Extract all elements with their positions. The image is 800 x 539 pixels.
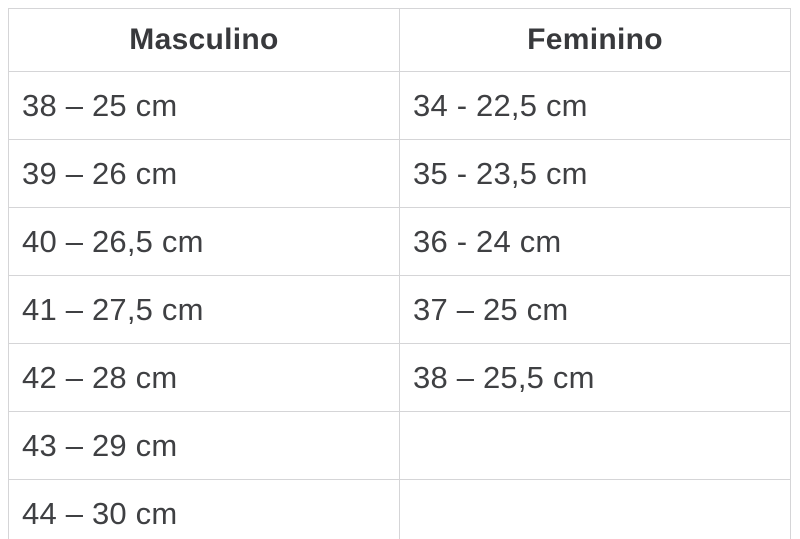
size-cell-masculino-38: 38 – 25 cm bbox=[8, 71, 400, 140]
size-cell-masculino-41: 41 – 27,5 cm bbox=[8, 275, 400, 344]
size-cell-masculino-43: 43 – 29 cm bbox=[8, 411, 400, 480]
size-cell-empty bbox=[399, 479, 791, 539]
header-row: Masculino Feminino bbox=[8, 8, 791, 72]
size-cell-masculino-42: 42 – 28 cm bbox=[8, 343, 400, 412]
table-row: 44 – 30 cm bbox=[8, 479, 791, 539]
table-header-row: Masculino Feminino bbox=[8, 8, 791, 72]
table-row: 43 – 29 cm bbox=[8, 411, 791, 480]
shoe-size-conversion-table: Masculino Feminino 38 – 25 cm 34 - 22,5 … bbox=[8, 8, 791, 539]
column-header-feminino: Feminino bbox=[399, 8, 791, 72]
table-row: 42 – 28 cm 38 – 25,5 cm bbox=[8, 343, 791, 412]
table-row: 41 – 27,5 cm 37 – 25 cm bbox=[8, 275, 791, 344]
size-cell-feminino-36: 36 - 24 cm bbox=[399, 207, 791, 276]
size-cell-masculino-39: 39 – 26 cm bbox=[8, 139, 400, 208]
column-header-masculino: Masculino bbox=[8, 8, 400, 72]
size-cell-masculino-40: 40 – 26,5 cm bbox=[8, 207, 400, 276]
size-cell-empty bbox=[399, 411, 791, 480]
size-cell-masculino-44: 44 – 30 cm bbox=[8, 479, 400, 539]
size-cell-feminino-35: 35 - 23,5 cm bbox=[399, 139, 791, 208]
table-body: 38 – 25 cm 34 - 22,5 cm 39 – 26 cm 35 - … bbox=[8, 71, 791, 539]
size-cell-feminino-34: 34 - 22,5 cm bbox=[399, 71, 791, 140]
table-row: 38 – 25 cm 34 - 22,5 cm bbox=[8, 71, 791, 140]
table-row: 39 – 26 cm 35 - 23,5 cm bbox=[8, 139, 791, 208]
table-row: 40 – 26,5 cm 36 - 24 cm bbox=[8, 207, 791, 276]
size-cell-feminino-38: 38 – 25,5 cm bbox=[399, 343, 791, 412]
size-cell-feminino-37: 37 – 25 cm bbox=[399, 275, 791, 344]
